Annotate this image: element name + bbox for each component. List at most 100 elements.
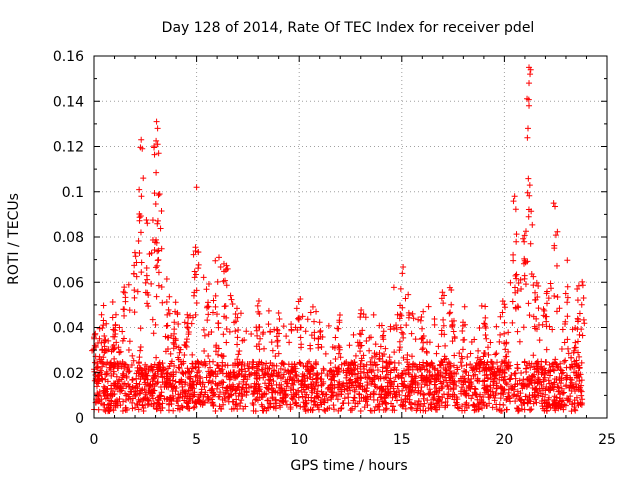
data-point	[149, 378, 156, 385]
data-point	[172, 299, 179, 306]
data-point	[521, 238, 528, 245]
data-point	[425, 405, 432, 412]
data-point	[119, 328, 126, 335]
data-point	[171, 362, 178, 369]
data-point	[465, 372, 472, 379]
data-point	[575, 362, 582, 369]
data-point	[562, 357, 569, 364]
data-point	[100, 322, 107, 329]
data-point	[272, 353, 279, 360]
data-point	[393, 322, 400, 329]
data-point	[399, 370, 406, 377]
data-point	[290, 386, 297, 393]
data-point	[429, 391, 436, 398]
data-point	[505, 329, 512, 336]
data-point	[414, 366, 421, 373]
data-point	[105, 337, 112, 344]
data-point	[246, 372, 253, 379]
data-point	[558, 402, 565, 409]
data-point	[328, 375, 335, 382]
data-point	[492, 351, 499, 358]
data-point	[192, 271, 199, 278]
data-point	[426, 362, 433, 369]
data-point	[511, 391, 518, 398]
data-point	[501, 301, 508, 308]
data-point	[321, 406, 328, 413]
data-point	[121, 284, 128, 291]
data-point	[335, 407, 342, 414]
data-point	[532, 289, 539, 296]
data-point	[182, 342, 189, 349]
data-point	[270, 362, 277, 369]
data-point	[383, 374, 390, 381]
data-point	[539, 387, 546, 394]
data-point	[448, 373, 455, 380]
data-point	[271, 368, 278, 375]
data-point	[435, 397, 442, 404]
data-point	[287, 405, 294, 412]
data-point	[226, 376, 233, 383]
data-point	[263, 360, 270, 367]
data-point	[303, 391, 310, 398]
data-point	[505, 348, 512, 355]
data-point	[274, 338, 281, 345]
data-point	[329, 385, 336, 392]
data-point	[170, 373, 177, 380]
data-point	[138, 367, 145, 374]
data-point	[503, 381, 510, 388]
data-point	[487, 371, 494, 378]
data-point	[280, 323, 287, 330]
data-point	[123, 392, 130, 399]
data-point	[539, 321, 546, 328]
data-point	[191, 268, 198, 275]
data-point	[257, 335, 264, 342]
data-point	[364, 374, 371, 381]
data-point	[199, 381, 206, 388]
data-point	[246, 371, 253, 378]
data-point	[370, 390, 377, 397]
data-point	[102, 347, 109, 354]
data-point	[350, 331, 357, 338]
data-point	[484, 386, 491, 393]
y-tick-label: 0.08	[53, 230, 84, 246]
data-point	[515, 392, 522, 399]
data-point	[190, 251, 197, 258]
data-point	[438, 380, 445, 387]
data-point	[524, 95, 531, 102]
data-point	[394, 311, 401, 318]
data-point	[512, 370, 519, 377]
data-point	[397, 402, 404, 409]
data-point	[474, 377, 481, 384]
data-point	[401, 382, 408, 389]
data-point	[280, 399, 287, 406]
data-point	[145, 387, 152, 394]
data-point	[232, 310, 239, 317]
data-point	[228, 406, 235, 413]
data-point	[232, 387, 239, 394]
x-tick-label: 0	[90, 432, 99, 448]
data-point	[223, 314, 230, 321]
data-point	[136, 217, 143, 224]
data-point	[236, 390, 243, 397]
data-point	[265, 397, 272, 404]
data-point	[90, 346, 97, 353]
data-point	[480, 364, 487, 371]
data-point	[420, 345, 427, 352]
data-point	[171, 383, 178, 390]
data-point	[154, 141, 161, 148]
data-point	[235, 326, 242, 333]
data-point	[533, 279, 540, 286]
data-point	[435, 343, 442, 350]
data-point	[135, 237, 142, 244]
data-point	[111, 381, 118, 388]
data-point	[316, 319, 323, 326]
data-point	[212, 408, 219, 415]
data-point	[207, 387, 214, 394]
data-point	[390, 385, 397, 392]
data-point	[136, 390, 143, 397]
data-point	[399, 270, 406, 277]
data-point	[370, 367, 377, 374]
data-point	[265, 307, 272, 314]
data-point	[481, 320, 488, 327]
data-point	[148, 401, 155, 408]
